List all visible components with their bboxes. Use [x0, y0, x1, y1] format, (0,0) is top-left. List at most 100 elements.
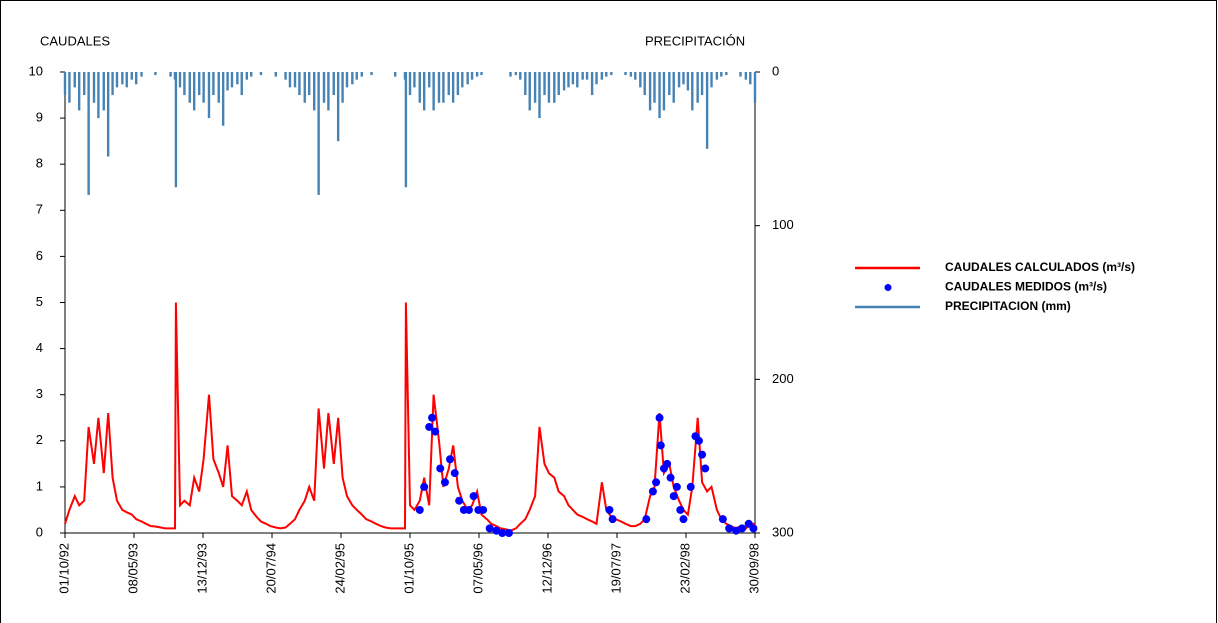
precip-bar	[538, 72, 541, 119]
measured-point	[738, 524, 747, 533]
x-tick-label: 30/09/98	[746, 543, 761, 594]
precip-bar	[442, 72, 445, 103]
measured-point	[749, 524, 758, 533]
y-tick-label: 8	[36, 156, 43, 171]
measured-point	[605, 505, 614, 514]
precip-bar	[634, 72, 637, 80]
x-tick-label: 12/12/96	[539, 543, 554, 594]
precip-bar	[259, 72, 263, 76]
precip-bar	[332, 72, 335, 96]
precip-bar	[658, 72, 661, 119]
precip-bar	[68, 72, 71, 103]
precip-bar	[307, 72, 311, 96]
precip-bar	[174, 72, 178, 188]
precip-bar	[700, 72, 704, 96]
legend-label: CAUDALES MEDIDOS (m³/s)	[945, 280, 1107, 294]
measured-point	[663, 459, 672, 468]
precip-bar	[408, 72, 412, 96]
precip-bar	[749, 72, 752, 85]
precip-bar	[629, 72, 633, 77]
precip-bar	[183, 72, 186, 96]
y2-tick-label: 200	[772, 371, 794, 386]
precip-bar	[576, 72, 579, 88]
precip-bar	[451, 72, 455, 103]
measured-point	[648, 487, 657, 496]
y-tick-label: 2	[36, 432, 43, 447]
precip-bar	[639, 72, 642, 88]
precip-bar	[585, 72, 589, 80]
precip-bar	[393, 72, 397, 77]
precip-bar	[543, 72, 546, 96]
legend-label: CAUDALES CALCULADOS (m³/s)	[945, 260, 1135, 274]
measured-point	[455, 496, 464, 505]
precip-bar	[605, 72, 608, 77]
precip-bar	[202, 72, 205, 103]
precip-bar	[106, 72, 110, 157]
precip-bar	[422, 72, 426, 111]
precip-bar	[341, 72, 344, 103]
measured-point	[698, 450, 707, 459]
measured-point	[450, 469, 459, 478]
precip-bar	[288, 72, 292, 88]
x-tick-label: 23/02/98	[677, 543, 692, 594]
measured-point	[666, 473, 675, 482]
y-tick-label: 10	[29, 63, 43, 78]
precip-bar	[230, 72, 234, 88]
precip-bar	[643, 72, 646, 96]
precip-bar	[404, 72, 408, 188]
precip-bar	[456, 72, 460, 96]
precip-bar	[327, 72, 330, 111]
measured-point	[498, 529, 507, 537]
measured-point	[485, 524, 494, 533]
precip-bar	[83, 72, 86, 96]
precip-bar	[528, 72, 531, 111]
y-tick-label: 4	[36, 340, 43, 355]
precip-bar	[345, 72, 349, 88]
precip-bar	[236, 72, 239, 85]
precip-bar	[130, 72, 133, 80]
precip-bar	[274, 72, 277, 77]
measured-point	[428, 413, 437, 422]
precip-bar	[140, 72, 143, 77]
precip-bar	[553, 72, 556, 103]
precip-bar	[557, 72, 560, 96]
precip-bar	[686, 72, 690, 91]
measured-point	[669, 492, 678, 501]
precip-bar	[432, 72, 435, 111]
precip-bar	[77, 72, 81, 111]
measured-point	[464, 505, 473, 514]
precip-bar	[677, 72, 681, 88]
precip-bar	[461, 72, 464, 88]
measured-point	[718, 515, 727, 524]
precip-bar	[475, 72, 479, 77]
precip-bar	[418, 72, 421, 103]
y2-axis-label: PRECIPITACIÓN	[645, 33, 745, 48]
precip-bar	[653, 72, 656, 103]
y2-tick-label: 0	[772, 63, 779, 78]
precip-bar	[87, 72, 90, 195]
precip-bar	[595, 72, 598, 85]
precip-bar	[73, 72, 76, 88]
precip-bar	[169, 72, 172, 77]
measured-point	[655, 413, 664, 422]
measured-point	[420, 482, 429, 491]
precip-bar	[509, 72, 512, 77]
measured-point	[469, 492, 478, 501]
precip-bar	[221, 72, 225, 126]
precip-bar	[313, 72, 316, 111]
precip-bar	[437, 72, 441, 103]
precip-bar	[92, 72, 96, 103]
precip-bar	[284, 72, 287, 80]
precip-bar	[672, 72, 675, 103]
measured-point	[652, 478, 661, 487]
precip-bar	[480, 72, 483, 76]
precip-bar	[125, 72, 128, 88]
precip-bar	[428, 72, 431, 88]
precip-bar	[470, 72, 474, 80]
legend-label: PRECIPITACION (mm)	[945, 299, 1071, 313]
precip-bar	[115, 72, 119, 88]
precip-bar	[154, 72, 157, 76]
precip-bar	[624, 72, 627, 76]
precip-bar	[562, 72, 566, 91]
